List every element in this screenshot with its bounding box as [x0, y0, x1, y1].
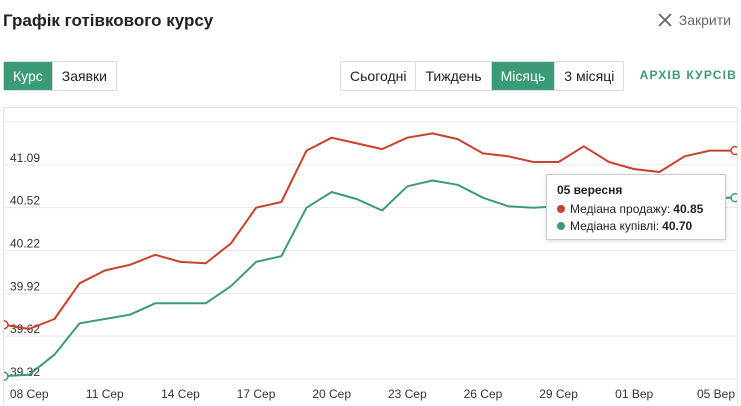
tab-today[interactable]: Сьогодні: [341, 62, 417, 90]
series-start-point: [4, 319, 9, 330]
sell-dot-icon: [557, 205, 565, 213]
buy-dot-icon: [557, 222, 565, 230]
period-tabs: Сьогодні Тиждень Місяць 3 місяці: [340, 61, 625, 91]
close-icon: [658, 13, 672, 27]
x-tick-label: 26 Сер: [464, 387, 503, 401]
tooltip-sell-row: Медіана продажу: 40.85: [557, 202, 715, 216]
close-button[interactable]: Закрити: [657, 12, 731, 28]
y-tick-label: 40.22: [10, 237, 40, 251]
tooltip-buy-row: Медіана купівлі: 40.70: [557, 219, 715, 233]
tooltip-sell-label: Медіана продажу:: [570, 202, 671, 216]
x-tick-label: 29 Сер: [539, 387, 578, 401]
x-tick-label: 05 Вер: [697, 387, 735, 401]
tab-rate[interactable]: Курс: [4, 62, 53, 90]
x-tick-label: 14 Сер: [161, 387, 200, 401]
close-label: Закрити: [678, 12, 731, 28]
x-tick-label: 01 Вер: [615, 387, 653, 401]
x-tick-label: 08 Сер: [10, 387, 49, 401]
tooltip-buy-value: 40.70: [662, 219, 693, 233]
y-tick-label: 39.32: [10, 365, 40, 379]
tooltip-sell-value: 40.85: [673, 202, 704, 216]
tab-requests[interactable]: Заявки: [52, 62, 117, 90]
tab-month[interactable]: Місяць: [491, 62, 556, 90]
mode-tabs: Курс Заявки: [3, 61, 118, 91]
page-title: Графік готівкового курсу: [3, 11, 214, 30]
y-tick-label: 39.92: [10, 279, 40, 293]
tab-week[interactable]: Тиждень: [416, 62, 492, 90]
x-tick-label: 11 Сер: [86, 387, 124, 401]
series-end-point: [730, 145, 737, 156]
y-tick-label: 40.52: [10, 194, 40, 208]
series-start-point: [4, 371, 9, 381]
series-end-point: [730, 192, 737, 203]
tab-3-months[interactable]: 3 місяці: [555, 62, 624, 90]
x-tick-label: 23 Сер: [388, 387, 427, 401]
x-tick-label: 20 Сер: [312, 387, 351, 401]
x-tick-label: 17 Сер: [237, 387, 276, 401]
y-tick-label: 41.09: [10, 151, 40, 165]
series-line-sell: [4, 132, 735, 330]
chart-container: 41.09 40.52 40.22 39.92 39.62 39.32 08 Сер 11 С…: [3, 107, 738, 405]
tooltip-buy-label: Медіана купівлі:: [570, 219, 660, 233]
chart-tooltip: 05 вересня Медіана продажу: 40.85 Медіан…: [546, 174, 726, 240]
tooltip-date: 05 вересня: [557, 183, 623, 197]
archive-link[interactable]: АРХІВ КУРСІВ: [639, 68, 737, 82]
